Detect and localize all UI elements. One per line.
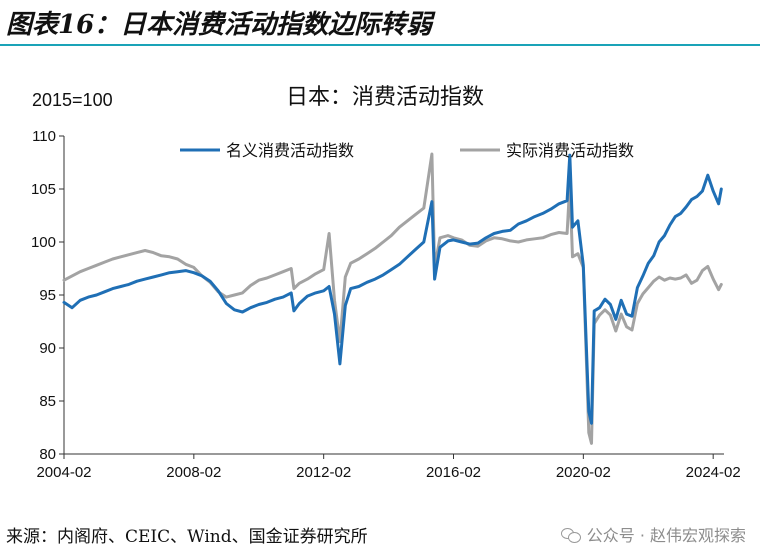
unit-label: 2015=100 — [32, 90, 113, 110]
x-tick-label: 2008-02 — [166, 464, 221, 481]
y-tick-label: 80 — [39, 446, 56, 463]
watermark: 公众号 · 赵伟宏观探索 — [560, 522, 746, 546]
y-tick-label: 110 — [32, 128, 56, 145]
legend: 名义消费活动指数 实际消费活动指数 — [180, 141, 634, 160]
y-tick-label: 100 — [31, 234, 56, 251]
report-footer: 来源：内阁府、CEIC、Wind、国金证券研究所 公众号 · 赵伟宏观探索 — [0, 518, 760, 547]
legend-label: 实际消费活动指数 — [506, 141, 634, 160]
x-tick-label: 2020-02 — [556, 464, 611, 481]
nominal-series-line — [62, 153, 723, 425]
header-divider — [0, 44, 760, 46]
figure-title: 图表16：日本消费活动指数边际转弱 — [6, 10, 433, 40]
source-note: 来源：内阁府、CEIC、Wind、国金证券研究所 — [6, 527, 368, 547]
y-tick-label: 85 — [39, 393, 56, 410]
y-tick-label: 105 — [31, 181, 56, 198]
x-tick-label: 2024-02 — [686, 464, 741, 481]
y-tick-label: 95 — [39, 287, 56, 304]
y-tick-label: 90 — [39, 340, 56, 357]
wechat-icon — [560, 526, 581, 543]
x-tick-label: 2004-02 — [36, 464, 91, 481]
series-layer — [62, 152, 723, 445]
watermark-text: 公众号 · 赵伟宏观探索 — [586, 526, 746, 545]
consumption-activity-chart: 2015=100 日本：消费活动指数 80 85 90 95 100 105 110 2004… — [31, 85, 741, 481]
x-tick-label: 2012-02 — [296, 464, 351, 481]
report-header: 图表16：日本消费活动指数边际转弱 — [0, 0, 760, 46]
legend-label: 名义消费活动指数 — [226, 141, 354, 160]
x-tick-label: 2016-02 — [426, 464, 481, 481]
real-series-line — [62, 152, 723, 445]
axes: 80 85 90 95 100 105 110 2004-02 2008-02 2012-02 20… — [31, 128, 741, 481]
chart-title: 日本：消费活动指数 — [286, 85, 484, 110]
